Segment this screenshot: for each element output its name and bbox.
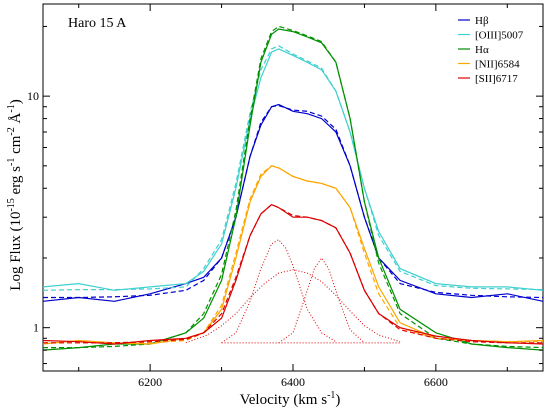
fit-line-5 [43, 203, 543, 344]
legend-label: [SII]6717 [475, 73, 518, 85]
chart-title: Haro 15 A [68, 16, 127, 31]
x-tick-label: 6400 [281, 375, 305, 389]
y-tick-label: 1 [33, 321, 39, 335]
series-line-4 [42, 165, 544, 345]
y-tick-label: 10 [27, 89, 39, 103]
gaussian-component-3 [278, 257, 365, 344]
legend: Hβ [OIII]5007 Hα [NII]6584 [SII]6717 [458, 15, 524, 85]
gaussian-component-2 [185, 269, 401, 344]
fit-line-2 [42, 45, 544, 291]
x-tick-label: 6200 [138, 375, 162, 389]
fit-line-3 [43, 25, 544, 349]
legend-label: [NII]6584 [475, 59, 520, 71]
legend-label: Hα [475, 44, 489, 56]
y-axis-title: Log Flux (10-15 erg s-1 cm-2 Å-1) [6, 99, 24, 290]
x-axis-title: Velocity (km s-1) [240, 390, 341, 408]
gaussian-component-1 [221, 238, 337, 344]
series-line-2 [42, 48, 544, 291]
plot-frame [42, 3, 544, 372]
series-line-3 [42, 28, 544, 351]
fit-line-1 [43, 104, 544, 299]
series-layer [42, 25, 544, 351]
series-line-1 [42, 103, 544, 302]
series-line-5 [42, 203, 544, 345]
legend-label: Hβ [475, 15, 489, 27]
axis-layer: 6200 6400 6600 1 10 [27, 4, 543, 389]
fit-line-4 [43, 165, 543, 344]
legend-label: [OIII]5007 [475, 30, 524, 42]
x-tick-label: 6600 [424, 375, 448, 389]
